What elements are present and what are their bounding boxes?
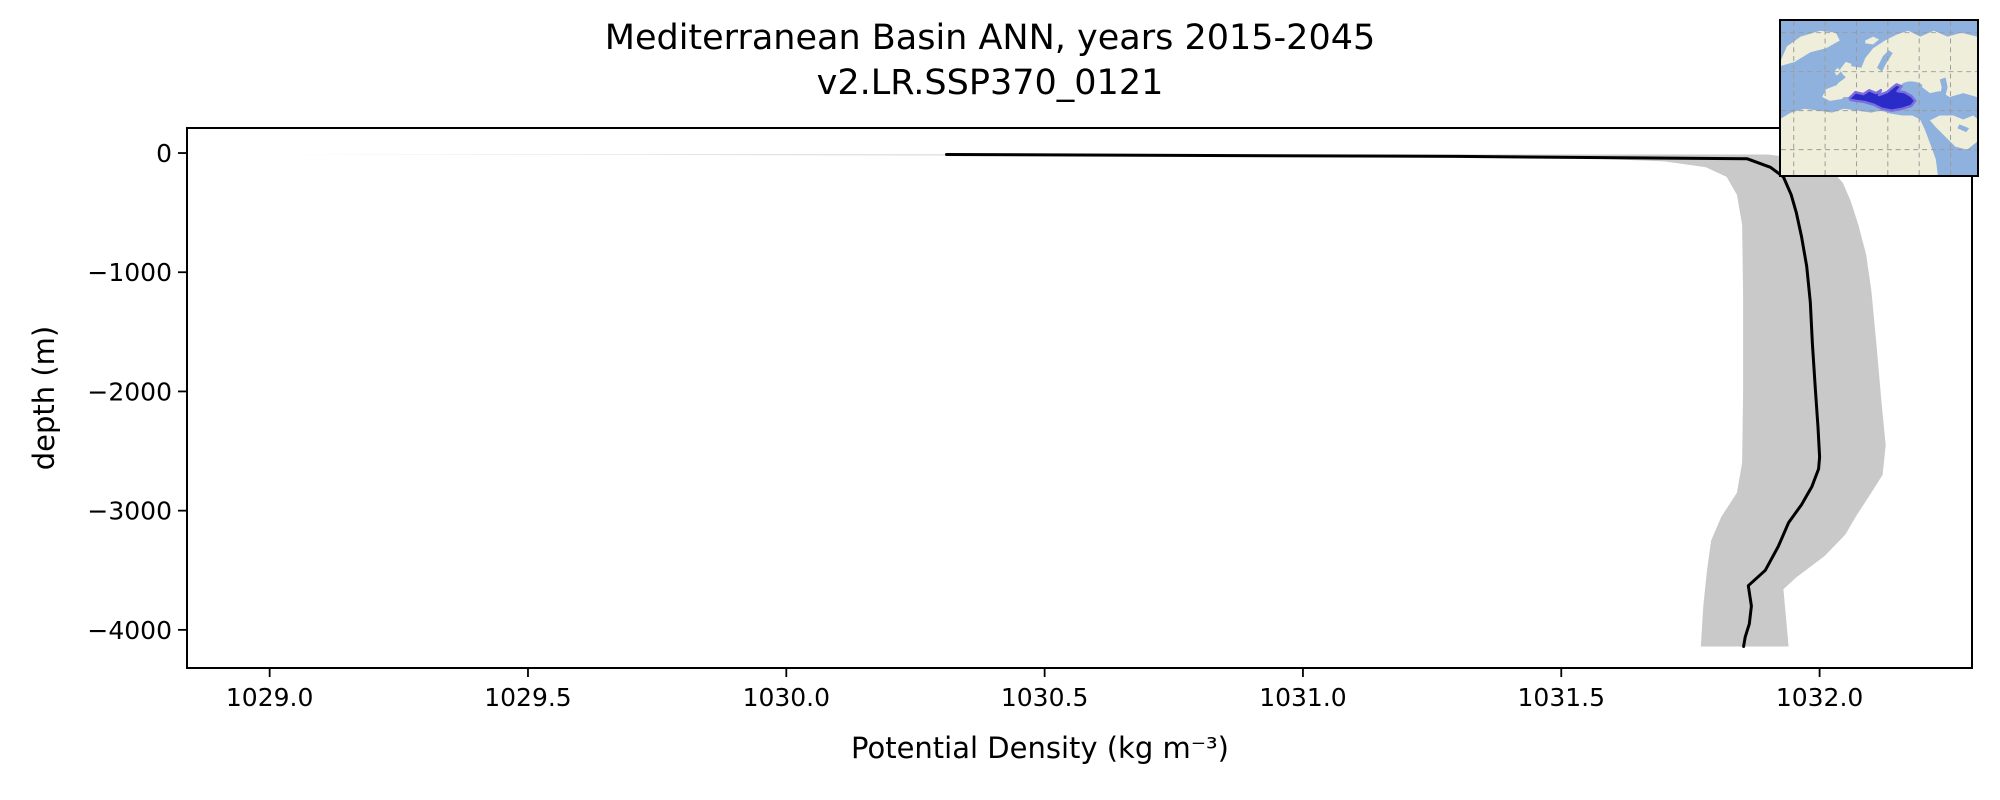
map-baltic-sea [1877,50,1893,72]
y-tick-label: −4000 [87,616,172,645]
map-caspian-sea [1939,77,1948,99]
map-mediterranean-highlight [1848,83,1917,112]
inset-map-svg [1781,21,1977,175]
x-tick-label: 1029.5 [484,683,571,712]
plot-border [186,127,1973,669]
y-tick-label: 0 [156,139,172,168]
x-tick-label: 1030.0 [743,683,830,712]
region-inset-map [1779,19,1979,177]
x-axis-label: Potential Density (kg m⁻³) [851,731,1229,765]
x-tick-label: 1032.0 [1776,683,1863,712]
y-axis: 0 −1000 −2000 −3000 −4000 [87,139,187,645]
y-tick-label: −2000 [87,377,172,406]
map-arabia [1929,115,1977,150]
y-tick-label: −3000 [87,497,172,526]
mean-profile-line [945,153,1822,648]
x-tick-label: 1029.0 [226,683,313,712]
map-iceland [1865,36,1879,45]
map-africa [1781,108,1938,175]
map-graticule [1781,21,1977,175]
x-tick-label: 1031.5 [1518,683,1605,712]
x-tick-label: 1030.5 [1001,683,1088,712]
chart-subtitle: v2.LR.SSP370_0121 [816,63,1164,103]
x-axis: 1029.0 1029.5 1030.0 1030.5 1031.0 1031.5 1032… [226,668,1863,712]
y-tick-label: −1000 [87,258,172,287]
x-tick-label: 1031.0 [1259,683,1346,712]
spread-band [269,154,1886,647]
chart-title: Mediterranean Basin ANN, years 2015-2045 [604,18,1376,58]
map-inland-seas [1877,50,1970,133]
map-persian-gulf [1957,124,1970,133]
chart-title-block: Mediterranean Basin ANN, years 2015-2045… [605,16,1376,106]
plot-data-layer [269,153,1886,648]
map-black-sea [1901,81,1923,91]
